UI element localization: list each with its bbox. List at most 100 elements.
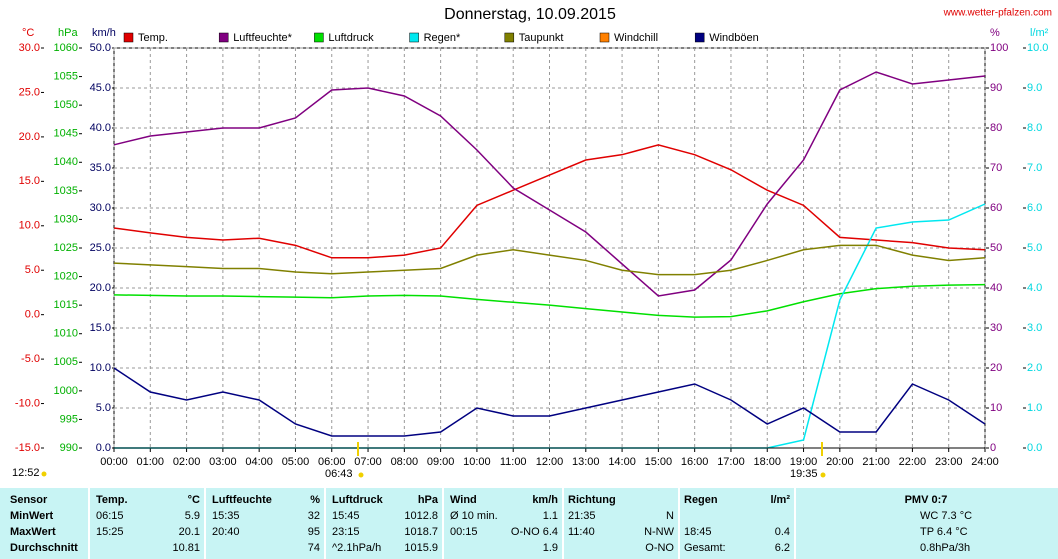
cell-text: 95 [307,526,320,538]
x-tick-label: 07:00 [354,456,382,468]
x-tick-label: 21:00 [862,456,890,468]
y-tick-label: 60 [990,202,1002,214]
sun-marker [820,472,826,478]
y-tick-label: 9.0 [1027,82,1042,94]
axis-unit: l/m² [1030,27,1049,39]
cell-text: Durchschnitt [10,542,78,554]
x-tick-label: 22:00 [899,456,927,468]
y-tick-label: 8.0 [1027,122,1042,134]
cell-text: N [666,510,674,522]
legend-swatch [504,32,515,43]
x-tick-label: 00:00 [100,456,128,468]
legend-swatch [409,32,419,43]
y-tick-label: 10.0 [19,220,40,232]
y-tick-label: 1000 [54,385,78,397]
cell-text: 1015.9 [404,542,438,554]
cell-text: °C [187,494,200,506]
cell-text: hPa [417,494,438,506]
data-cell: 20:40 95 [210,525,322,539]
cell-text: 11:40 [568,526,595,538]
y-tick-label: 15.0 [19,175,40,187]
cell-text: N-NW [644,526,674,538]
series-line [113,283,986,318]
y-tick-label: 1015 [54,299,78,311]
source: www.wetter-pfalzen.com [943,8,1052,19]
y-tick-label: 25.0 [90,242,111,254]
cell-text: Luftfeuchte [212,494,272,506]
annotation: 19:35 [790,468,818,480]
header-cell: Regen l/m² [682,493,792,507]
cell-text: 1.9 [542,542,558,554]
cell-text: 10.81 [172,542,200,554]
y-tick-label: 1010 [54,328,78,340]
data-cell: 15:35 32 [210,509,322,523]
data-cell: 10.81 [94,541,202,555]
y-tick-label: 2.0 [1027,362,1042,374]
legend-swatch [123,32,134,43]
cell-text: 15:45 [332,510,360,522]
cell-text: % [310,494,320,506]
x-tick-label: 05:00 [282,456,310,468]
y-tick-label: 10 [990,402,1002,414]
data-cell: 18:45 0.4 [682,525,792,539]
y-tick-label: 20 [990,362,1002,374]
cell-text: Regen [684,494,718,506]
header-cell: Luftfeuchte% [210,493,322,507]
y-tick-label: 30.0 [90,202,111,214]
y-tick-label: 995 [60,413,78,425]
x-tick-label: 10:00 [463,456,491,468]
cell-text: Temp. [96,494,128,506]
cell-text: 20:40 [212,526,240,538]
legend-label: Regen* [424,32,461,44]
legend-label: Taupunkt [519,32,564,44]
data-cell: O-NO [566,541,676,555]
y-tick-label: -5.0 [21,353,40,365]
cell-text: 74 [307,542,320,554]
x-tick-label: 11:00 [500,456,527,468]
y-tick-label: 15.0 [90,322,111,334]
cell-text: Ø 10 min. [450,510,498,522]
y-tick-label: 3.0 [1027,322,1042,334]
cell-text: 1.1 [542,510,558,522]
column-separator [562,488,564,559]
y-tick-label: 5.0 [25,264,40,276]
y-tick-label: -10.0 [15,397,40,409]
y-tick-label: 100 [990,42,1008,54]
cell-text: 1018.7 [404,526,438,538]
header-cell: Luftdruck hPa [330,493,440,507]
x-tick-label: 18:00 [753,456,781,468]
data-cell: WC 7.3 °C [800,509,1052,523]
x-tick-label: 17:00 [717,456,745,468]
y-tick-label: 7.0 [1027,162,1042,174]
y-tick-label: 50.0 [90,42,111,54]
cell-text: 23:15 [332,526,360,538]
y-tick-label: 25.0 [19,86,40,98]
stats-table: Sensor Temp. °C Luftfeuchte% Luftdruck hPa Win… [0,488,1058,559]
y-tick-label: 20.0 [90,282,111,294]
cell-text: 32 [307,510,320,522]
y-tick-label: 10.0 [1027,42,1048,54]
legend-label: Windchill [614,32,658,44]
x-tick-label: 08:00 [391,456,419,468]
cell-text: ^2.1hPa/h [332,542,382,554]
y-tick-label: 1.0 [1027,402,1042,414]
y-tick-label: 990 [60,442,78,454]
data-cell: 0.8hPa/3h [800,541,1052,555]
legend-label: Temp. [138,32,168,44]
cell-text: Richtung [568,494,616,506]
sun-marker [41,471,47,477]
data-cell: ^2.1hPa/h 1015.9 [330,541,440,555]
x-tick-label: 04:00 [245,456,273,468]
y-tick-label: 5.0 [1027,242,1042,254]
legend-swatch [314,32,324,43]
y-tick-label: 45.0 [90,82,111,94]
y-tick-label: 35.0 [90,162,111,174]
annotation: 06:43 [325,468,353,480]
x-tick-label: 12:00 [536,456,564,468]
y-tick-label: 1060 [54,42,78,54]
header-cell: Sensor [8,493,86,507]
legend-label: Luftdruck [328,32,374,44]
axis-unit: hPa [58,27,78,39]
cell-text: l/m² [770,494,790,506]
